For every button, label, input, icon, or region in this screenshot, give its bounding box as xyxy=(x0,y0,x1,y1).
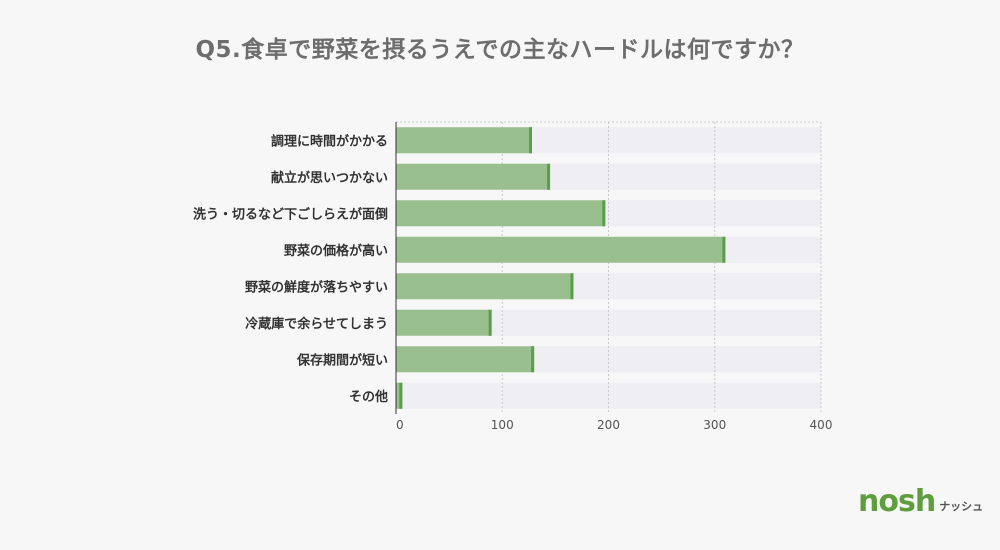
category-label: 献立が思いつかない xyxy=(271,170,388,186)
bar xyxy=(396,163,551,190)
bar xyxy=(396,200,606,227)
x-tick-label: 400 xyxy=(810,418,833,432)
bar-end-cap xyxy=(547,163,551,190)
chart-title: Q5.食卓で野菜を摂るうえでの主なハードルは何ですか？ xyxy=(195,37,805,63)
bar xyxy=(396,273,574,300)
bar xyxy=(396,309,492,336)
category-label: 調理に時間がかかる xyxy=(271,133,388,149)
x-tick-label: 100 xyxy=(491,418,514,432)
bar-end-cap xyxy=(722,236,726,263)
bar-end-cap xyxy=(570,273,574,300)
logo-mark: nosh xyxy=(858,484,936,519)
category-label: 野菜の鮮度が落ちやすい xyxy=(245,279,388,295)
category-label: 洗う・切るなど下ごしらえが面倒 xyxy=(193,206,388,222)
logo-subtext: ナッシュ xyxy=(939,500,984,513)
bar-end-cap xyxy=(529,127,532,154)
x-tick-label: 300 xyxy=(703,418,726,432)
bar xyxy=(396,236,726,263)
bar-end-cap xyxy=(488,309,492,336)
category-label: 保存期間が短い xyxy=(296,352,388,368)
category-label: 野菜の価格が高い xyxy=(284,243,388,259)
bar-end-cap xyxy=(602,200,606,227)
category-label: その他 xyxy=(349,389,388,405)
bar-end-cap xyxy=(531,346,535,373)
x-tick-label: 200 xyxy=(597,418,620,432)
bar xyxy=(396,382,403,409)
bar-end-cap xyxy=(399,382,403,409)
x-tick-label: 0 xyxy=(396,418,404,432)
category-label: 冷蔵庫で余らせてしまう xyxy=(245,316,388,332)
bar xyxy=(396,346,535,373)
bar xyxy=(396,127,532,154)
nosh-logo: nosh ナッシュ xyxy=(858,478,983,518)
